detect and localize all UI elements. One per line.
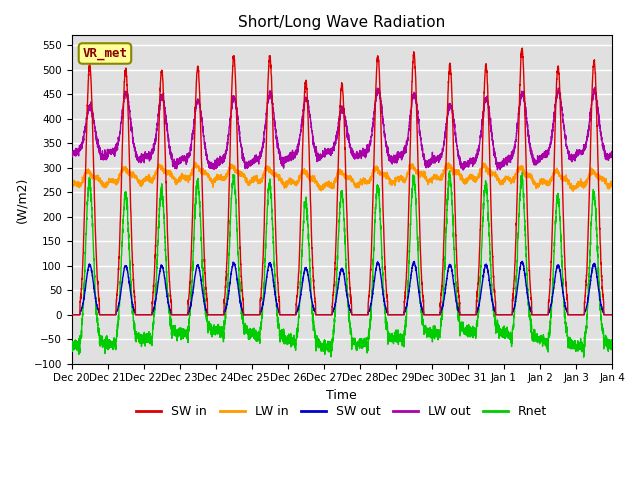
SW in	[608, 312, 616, 318]
SW in	[607, 312, 615, 318]
SW in	[463, 312, 470, 318]
SW out	[463, 312, 470, 318]
SW in	[68, 312, 76, 318]
SW out	[322, 312, 330, 318]
Rnet	[445, 168, 453, 174]
Rnet	[68, 343, 76, 348]
Rnet	[580, 354, 588, 360]
LW out	[165, 137, 173, 143]
Text: VR_met: VR_met	[83, 47, 127, 60]
Rnet	[493, 322, 501, 328]
Line: SW in: SW in	[72, 48, 612, 315]
Rnet	[433, 334, 441, 340]
Rnet	[608, 339, 616, 345]
LW out	[591, 84, 598, 90]
SW out	[68, 312, 76, 318]
Rnet	[322, 345, 330, 351]
SW in	[322, 312, 330, 318]
LW in	[322, 180, 330, 186]
SW out	[607, 312, 615, 318]
Title: Short/Long Wave Radiation: Short/Long Wave Radiation	[238, 15, 445, 30]
Rnet	[608, 344, 616, 350]
Line: LW in: LW in	[72, 162, 612, 191]
LW in	[608, 182, 616, 188]
LW out	[463, 164, 471, 169]
Y-axis label: (W/m2): (W/m2)	[15, 176, 28, 223]
SW out	[518, 259, 526, 264]
LW in	[165, 168, 173, 173]
Rnet	[165, 305, 173, 311]
LW in	[493, 173, 501, 179]
Line: SW out: SW out	[72, 262, 612, 315]
LW in	[68, 181, 76, 187]
SW out	[433, 312, 441, 318]
SW in	[165, 265, 173, 271]
LW in	[608, 182, 616, 188]
LW out	[493, 162, 501, 168]
SW in	[433, 312, 441, 318]
SW in	[518, 45, 526, 51]
Legend: SW in, LW in, SW out, LW out, Rnet: SW in, LW in, SW out, LW out, Rnet	[131, 400, 552, 423]
LW out	[608, 153, 616, 159]
X-axis label: Time: Time	[326, 389, 357, 402]
LW out	[322, 151, 330, 156]
Line: Rnet: Rnet	[72, 171, 612, 357]
LW out	[460, 167, 467, 173]
SW in	[493, 312, 501, 318]
SW out	[608, 312, 616, 318]
LW out	[68, 150, 76, 156]
LW in	[463, 180, 471, 185]
Rnet	[463, 330, 471, 336]
LW out	[433, 155, 441, 160]
LW in	[191, 159, 199, 165]
Line: LW out: LW out	[72, 87, 612, 170]
LW in	[570, 188, 577, 194]
SW out	[165, 302, 173, 308]
LW out	[608, 152, 616, 157]
LW in	[433, 174, 441, 180]
SW out	[493, 312, 501, 318]
